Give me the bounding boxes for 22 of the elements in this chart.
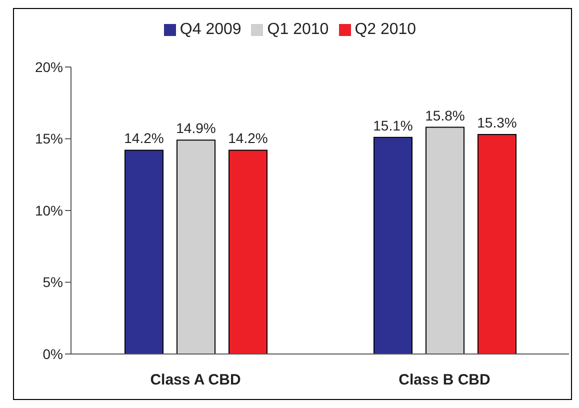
data-label: 14.9% xyxy=(176,120,216,136)
bar xyxy=(124,150,164,354)
data-label: 14.2% xyxy=(228,130,268,146)
data-label: 15.1% xyxy=(373,117,413,134)
legend-label: Q4 2009 xyxy=(180,21,242,38)
bar xyxy=(228,150,268,354)
y-tick-label: 5% xyxy=(42,274,63,290)
legend-label: Q1 2010 xyxy=(267,21,329,38)
bar xyxy=(426,126,464,354)
data-label: 15.8% xyxy=(425,107,465,124)
x-tick-label: Class B CBD xyxy=(398,372,491,389)
x-tick-label: Class A CBD xyxy=(150,372,241,389)
legend-label: Q2 2010 xyxy=(354,21,416,38)
y-tick-label: 10% xyxy=(34,202,63,218)
bar xyxy=(176,140,216,354)
y-tick-label: 15% xyxy=(34,130,63,147)
bar xyxy=(478,134,516,354)
y-tick-label: 20% xyxy=(34,58,63,75)
data-label: 15.3% xyxy=(477,114,517,130)
y-tick-label: 0% xyxy=(42,346,63,362)
bar xyxy=(374,136,412,354)
data-label: 14.2% xyxy=(124,130,164,146)
